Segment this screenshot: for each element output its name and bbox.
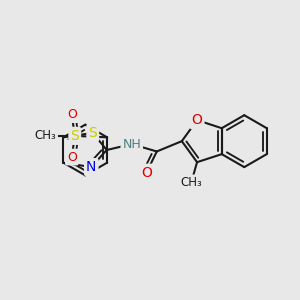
- Text: S: S: [70, 129, 79, 143]
- Text: CH₃: CH₃: [180, 176, 202, 189]
- Text: N: N: [86, 160, 97, 174]
- Text: O: O: [141, 166, 152, 180]
- Text: NH: NH: [122, 138, 141, 151]
- Text: CH₃: CH₃: [34, 129, 56, 142]
- Text: O: O: [192, 113, 203, 127]
- Text: S: S: [88, 126, 97, 140]
- Text: O: O: [67, 151, 77, 164]
- Text: O: O: [67, 108, 77, 121]
